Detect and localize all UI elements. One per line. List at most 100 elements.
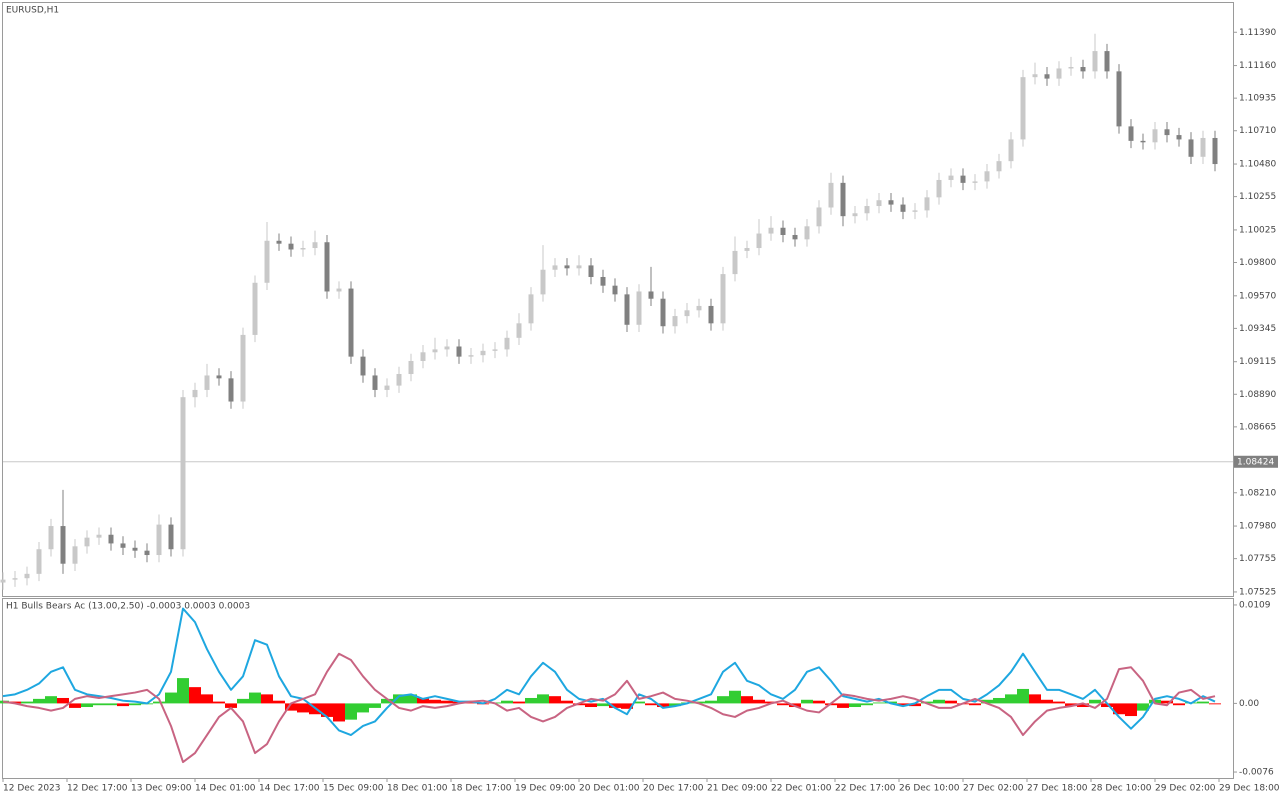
candle-body (924, 197, 930, 211)
current-price-label: 1.08424 (1237, 457, 1274, 467)
histogram-bar (381, 698, 393, 704)
histogram-bar (849, 703, 861, 708)
histogram-bar (1077, 703, 1089, 708)
histogram-bar (189, 687, 201, 704)
candle-body (444, 346, 450, 350)
x-tick-label: 22 Dec 01:00 (771, 784, 832, 794)
x-tick-label: 14 Dec 01:00 (195, 784, 256, 794)
histogram-bar (513, 701, 525, 704)
candle-body (456, 346, 462, 357)
candle-body (780, 227, 786, 235)
candle-body (720, 274, 726, 324)
candle-body (12, 578, 18, 580)
y-tick-label: 1.10480 (1239, 160, 1276, 170)
histogram-bar (117, 703, 129, 707)
candle-body (588, 265, 594, 277)
histogram-bar (201, 694, 213, 704)
y-tick-label: 1.10935 (1239, 94, 1276, 104)
x-tick-label: 18 Dec 17:00 (451, 784, 512, 794)
candle-body (312, 242, 318, 249)
histogram-bar (729, 690, 741, 704)
candle-body (24, 573, 30, 579)
histogram-bar (213, 701, 225, 704)
candle-body (672, 316, 678, 327)
histogram-bar (297, 703, 309, 713)
candle-body (264, 240, 270, 283)
x-tick-label: 29 Dec 02:00 (1155, 784, 1216, 794)
x-tick-label: 15 Dec 09:00 (323, 784, 384, 794)
candle-body (1128, 126, 1134, 141)
y-tick-label: 1.10710 (1239, 126, 1276, 136)
candle-body (144, 550, 150, 556)
y-tick-label: -0.0076 (1239, 768, 1274, 778)
candle-body (96, 534, 102, 538)
histogram-bar (933, 699, 945, 704)
histogram-bar (777, 703, 789, 706)
candle-body (348, 288, 354, 357)
candle-body (228, 378, 234, 402)
histogram-bar (1113, 703, 1125, 715)
x-tick-label: 27 Dec 02:00 (963, 784, 1024, 794)
histogram-bar (21, 701, 33, 704)
candle-body (60, 526, 66, 564)
histogram-bar (1137, 703, 1149, 711)
histogram-bar (633, 701, 645, 704)
histogram-bar (1173, 703, 1185, 706)
histogram-bar (1017, 688, 1029, 704)
histogram-bar (705, 700, 717, 704)
histogram-bar (405, 694, 417, 704)
candle-body (300, 248, 306, 250)
candle-body (240, 334, 246, 402)
histogram-bar (1209, 703, 1221, 705)
candle-body (1152, 129, 1158, 143)
histogram-bar (465, 702, 477, 704)
candle-body (768, 227, 774, 234)
candle-body (948, 175, 954, 180)
candle-body (36, 549, 42, 574)
candle-body (792, 234, 798, 240)
candle-body (72, 546, 78, 564)
histogram-bar (549, 696, 561, 704)
candle-body (468, 355, 474, 357)
candle-body (912, 210, 918, 212)
histogram-bar (429, 699, 441, 704)
histogram-bar (273, 700, 285, 704)
histogram-bar (1041, 699, 1053, 704)
current-price-box (1234, 455, 1278, 468)
histogram-bar (69, 703, 81, 708)
candle-body (1080, 67, 1086, 72)
y-tick-label: 1.11390 (1239, 28, 1276, 38)
candle-body (1068, 67, 1074, 69)
histogram-bar (1101, 703, 1113, 708)
candle-body (876, 200, 882, 207)
candle-body (168, 524, 174, 550)
candle-body (1008, 139, 1014, 162)
candle-body (936, 179, 942, 198)
candle-body (360, 356, 366, 376)
candle-body (336, 288, 342, 292)
indicator-line (2, 652, 1216, 764)
candle-body (1032, 74, 1038, 78)
candle-body (660, 298, 666, 327)
candle-body (972, 181, 978, 183)
x-tick-label: 18 Dec 01:00 (387, 784, 448, 794)
candle-body (1044, 74, 1050, 79)
candle-body (420, 352, 426, 361)
histogram-bar (801, 699, 813, 704)
candle-body (408, 360, 414, 375)
candle-body (1176, 135, 1182, 140)
histogram-bar (873, 702, 885, 704)
y-tick-label: 0.00 (1239, 699, 1259, 709)
histogram-bar (813, 700, 825, 704)
histogram-bar (1053, 701, 1065, 704)
histogram-bar (345, 703, 357, 720)
candle-body (480, 350, 486, 356)
candle-body (684, 310, 690, 317)
candle-body (1212, 137, 1218, 165)
candle-body (372, 375, 378, 390)
y-tick-label: 1.09115 (1239, 357, 1276, 367)
candle-body (1092, 51, 1098, 72)
candle-body (1056, 68, 1062, 79)
candle-body (816, 207, 822, 227)
candle-body (216, 375, 222, 379)
